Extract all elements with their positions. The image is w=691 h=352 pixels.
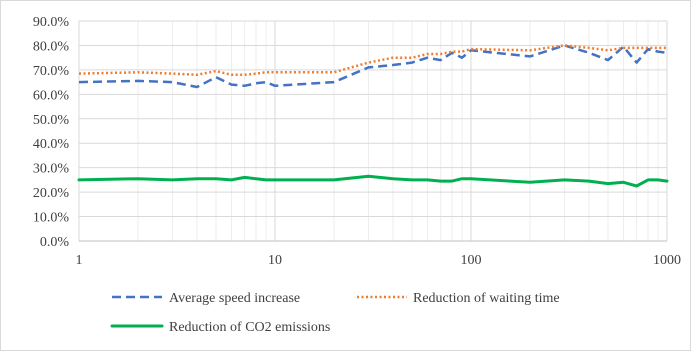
y-tick-label: 90.0% (33, 15, 70, 30)
series-lines (77, 44, 669, 188)
y-tick-label: 30.0% (33, 162, 70, 177)
major-gridlines (78, 20, 668, 242)
series-line-waiting-time (78, 44, 667, 77)
y-tick-label: 50.0% (33, 113, 70, 128)
x-tick-label: 1 (76, 253, 83, 268)
y-tick-label: 60.0% (33, 88, 70, 103)
x-axis-ticks: 1 10 100 1000 (76, 253, 682, 268)
y-tick-label: 10.0% (33, 211, 70, 226)
y-tick-label: 70.0% (33, 64, 70, 79)
x-tick-label: 10 (268, 253, 282, 268)
y-tick-label: 40.0% (33, 137, 70, 152)
series-line-average-speed (78, 44, 668, 89)
x-tick-label: 100 (461, 253, 482, 268)
legend-label-average-speed: Average speed increase (169, 291, 300, 306)
legend-item-co2: Reduction of CO2 emissions (110, 320, 330, 335)
series-line-co2 (77, 174, 669, 188)
legend-item-average-speed: Average speed increase (112, 291, 300, 306)
minor-gridlines (137, 21, 659, 241)
legend-label-co2: Reduction of CO2 emissions (169, 320, 330, 335)
legend-label-waiting-time: Reduction of waiting time (413, 291, 560, 306)
x-tick-label: 1000 (653, 253, 681, 268)
y-tick-label: 80.0% (33, 39, 70, 54)
y-axis-ticks: 0.0% 10.0% 20.0% 30.0% 40.0% 50.0% 60.0% 70.0% 8… (33, 15, 70, 250)
y-tick-label: 0.0% (40, 235, 70, 250)
y-tick-label: 20.0% (33, 186, 70, 201)
legend-item-waiting-time: Reduction of waiting time (357, 291, 560, 306)
legend: Average speed increase Reduction of wait… (110, 291, 560, 335)
